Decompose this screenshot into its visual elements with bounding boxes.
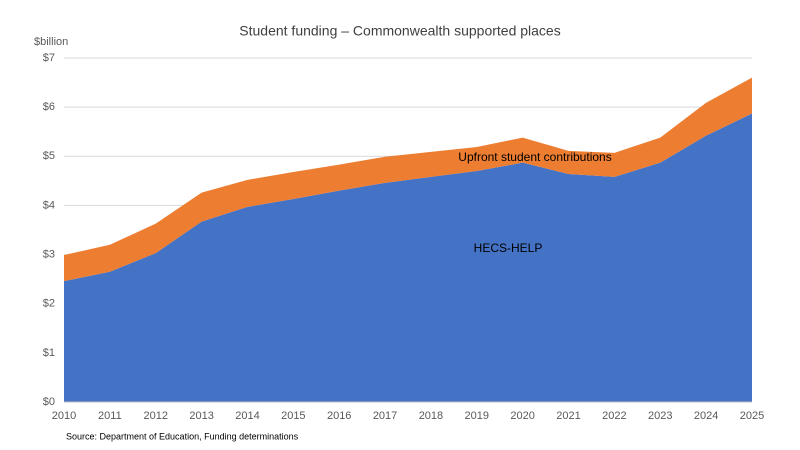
series-label: HECS-HELP (474, 241, 543, 255)
x-tick-label: 2022 (602, 410, 626, 422)
x-tick-label: 2023 (648, 410, 672, 422)
y-tick-label: $6 (43, 101, 55, 113)
x-tick-label: 2021 (556, 410, 580, 422)
area (64, 113, 752, 402)
y-tick-label: $1 (43, 347, 55, 359)
y-tick-label: $0 (43, 396, 55, 408)
x-tick-label: 2024 (694, 410, 718, 422)
x-tick-label: 2010 (52, 410, 76, 422)
y-tick-label: $7 (43, 52, 55, 64)
series-label: Upfront student contributions (458, 150, 611, 164)
x-tick-label: 2018 (419, 410, 443, 422)
x-tick-label: 2011 (98, 410, 122, 422)
chart-title: Student funding – Commonwealth supported… (239, 23, 560, 39)
x-tick-label: 2015 (281, 410, 305, 422)
x-tick-label: 2016 (327, 410, 351, 422)
y-tick-label: $3 (43, 248, 55, 260)
x-tick-label: 2013 (189, 410, 213, 422)
x-tick-label: 2014 (235, 410, 259, 422)
y-axis-label: $billion (34, 36, 68, 48)
y-tick-label: $2 (43, 298, 55, 310)
source-note: Source: Department of Education, Funding… (66, 431, 299, 441)
x-tick-label: 2025 (740, 410, 764, 422)
x-tick-label: 2019 (465, 410, 489, 422)
y-tick-label: $5 (43, 150, 55, 162)
y-tick-label: $4 (43, 199, 55, 211)
x-tick-label: 2017 (373, 410, 397, 422)
x-tick-label: 2012 (143, 410, 167, 422)
area (64, 77, 752, 282)
x-tick-label: 2020 (510, 410, 534, 422)
